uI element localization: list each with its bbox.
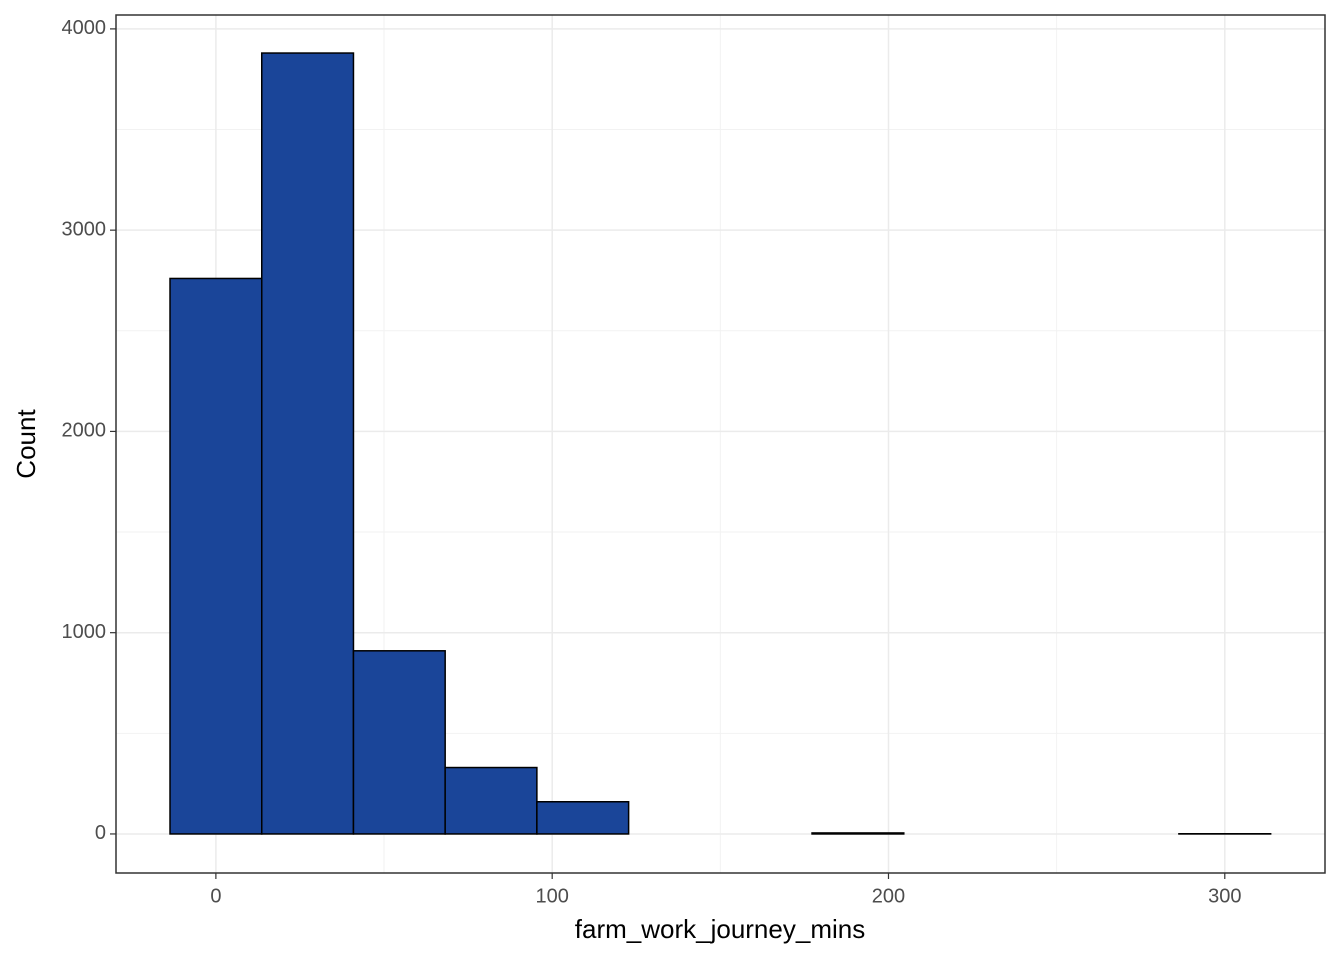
y-tick-label: 2000 — [62, 420, 107, 442]
y-axis-title: Count — [11, 409, 41, 479]
bar — [811, 832, 905, 835]
bar — [261, 52, 355, 835]
y-tick-label: 0 — [95, 822, 106, 844]
bar — [169, 277, 263, 835]
y-tick-label: 3000 — [62, 218, 107, 240]
x-tick-label: 300 — [1208, 885, 1241, 907]
bar — [444, 766, 538, 835]
y-tick-label: 4000 — [62, 17, 107, 39]
x-tick-label: 100 — [535, 885, 568, 907]
bar — [352, 650, 446, 835]
plot-border — [115, 14, 1326, 874]
x-tick-label: 200 — [872, 885, 905, 907]
x-axis-title: farm_work_journey_mins — [575, 914, 865, 944]
y-tick-label: 1000 — [62, 621, 107, 643]
bar — [536, 801, 630, 835]
x-tick-label: 0 — [210, 885, 221, 907]
